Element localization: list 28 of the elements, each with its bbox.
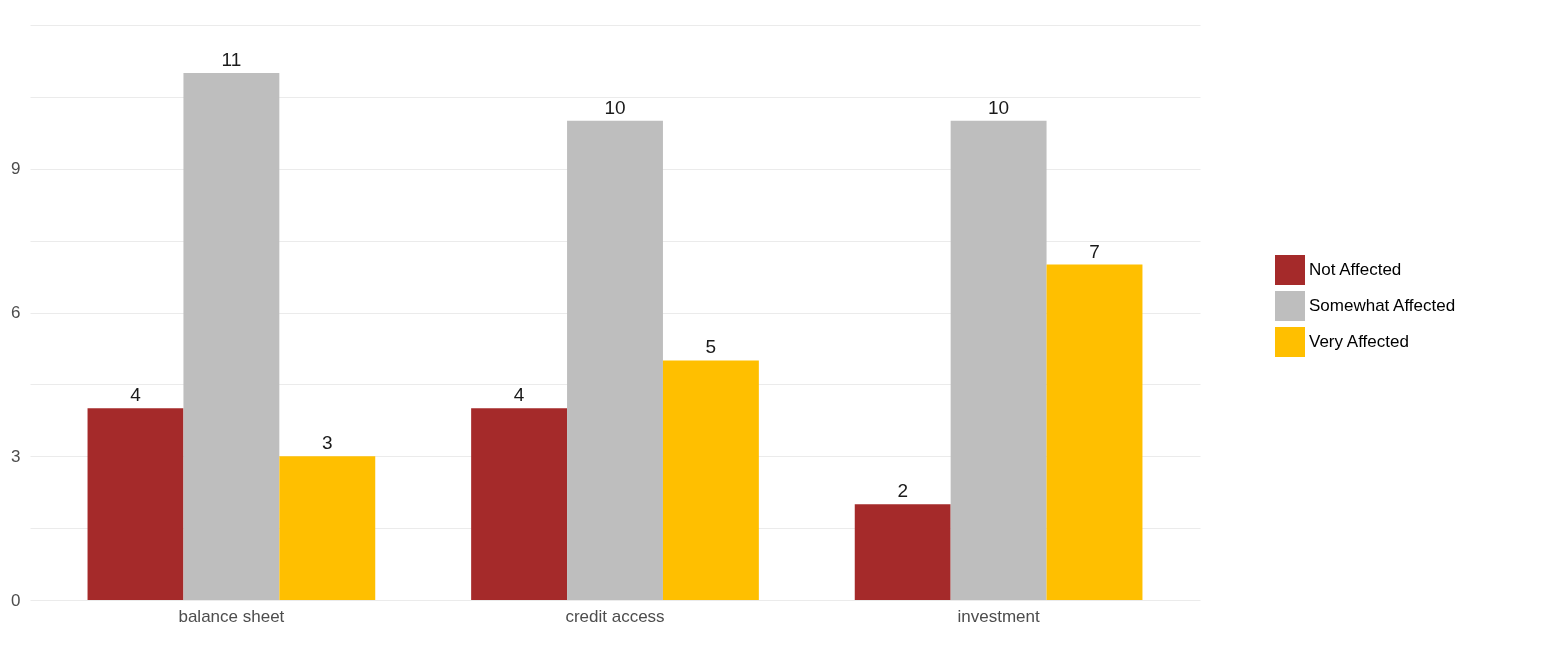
legend-label: Somewhat Affected [1309,296,1456,315]
y-tick-label: 0 [11,590,21,610]
data-label: 5 [705,336,717,358]
x-tick-label: investment [957,606,1040,626]
bar [183,72,280,600]
bar [854,504,951,600]
legend-label: Very Affected [1309,332,1409,351]
data-label: 4 [513,384,525,406]
bar [662,360,759,600]
bar [471,408,568,600]
bar [87,408,184,600]
bar [950,120,1047,600]
data-label: 7 [1089,240,1100,262]
data-label: 2 [897,480,908,502]
y-tick-label: 6 [11,303,21,322]
data-label: 4 [130,384,142,406]
bar [1046,264,1143,600]
data-label: 3 [322,432,333,454]
data-label: 11 [221,48,242,70]
bar [279,456,376,600]
y-tick-label: 3 [11,446,21,466]
bar [567,120,663,600]
x-tick-label: credit access [565,606,665,626]
data-label: 10 [604,96,626,118]
legend-label: Not Affected [1309,260,1402,279]
x-tick-label: balance sheet [178,606,285,626]
data-label: 10 [988,96,1010,118]
y-tick-label: 9 [11,159,21,179]
